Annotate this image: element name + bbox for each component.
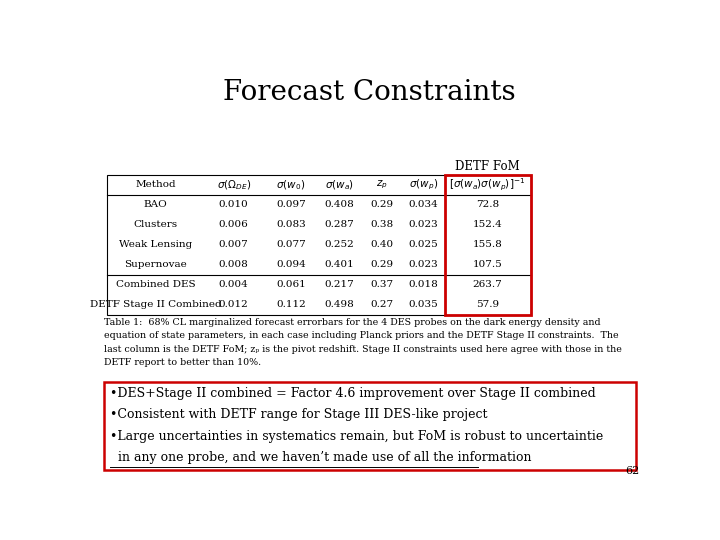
Text: BAO: BAO (144, 200, 168, 210)
Text: 0.112: 0.112 (276, 300, 306, 309)
Text: 0.40: 0.40 (370, 240, 393, 249)
Text: 155.8: 155.8 (473, 240, 503, 249)
Text: 0.401: 0.401 (325, 260, 354, 269)
Text: Method: Method (135, 180, 176, 190)
Text: 0.061: 0.061 (276, 280, 306, 289)
Text: 0.498: 0.498 (325, 300, 354, 309)
Text: 72.8: 72.8 (476, 200, 499, 210)
Text: 0.408: 0.408 (325, 200, 354, 210)
Text: 0.217: 0.217 (325, 280, 354, 289)
Text: 0.37: 0.37 (370, 280, 393, 289)
Text: 0.004: 0.004 (219, 280, 248, 289)
Text: 0.006: 0.006 (219, 220, 248, 230)
Text: 0.025: 0.025 (408, 240, 438, 249)
Text: $\sigma(\Omega_{DE})$: $\sigma(\Omega_{DE})$ (217, 178, 251, 192)
Text: 0.034: 0.034 (408, 200, 438, 210)
Text: 0.29: 0.29 (370, 260, 393, 269)
Text: $\sigma(w_0)$: $\sigma(w_0)$ (276, 178, 305, 192)
Text: $\sigma(w_p)$: $\sigma(w_p)$ (409, 178, 438, 192)
Text: 62: 62 (626, 465, 639, 476)
Text: in any one probe, and we haven’t made use of all the information: in any one probe, and we haven’t made us… (109, 451, 531, 464)
Text: 0.077: 0.077 (276, 240, 306, 249)
Text: 0.083: 0.083 (276, 220, 306, 230)
Text: 0.010: 0.010 (219, 200, 248, 210)
Text: 57.9: 57.9 (476, 300, 499, 309)
Text: $z_p$: $z_p$ (376, 179, 387, 191)
Text: 0.023: 0.023 (408, 260, 438, 269)
Text: Combined DES: Combined DES (116, 280, 195, 289)
Text: 0.252: 0.252 (325, 240, 354, 249)
Text: Weak Lensing: Weak Lensing (119, 240, 192, 249)
Text: 0.012: 0.012 (219, 300, 248, 309)
Text: 0.27: 0.27 (370, 300, 393, 309)
Text: Table 1:  68% CL marginalized forecast errorbars for the 4 DES probes on the dar: Table 1: 68% CL marginalized forecast er… (104, 318, 600, 327)
Text: equation of state parameters, in each case including Planck priors and the DETF : equation of state parameters, in each ca… (104, 332, 618, 340)
Text: 0.094: 0.094 (276, 260, 306, 269)
Text: 0.035: 0.035 (408, 300, 438, 309)
Text: •DES+Stage II combined = Factor 4.6 improvement over Stage II combined: •DES+Stage II combined = Factor 4.6 impr… (109, 387, 595, 400)
Text: 0.29: 0.29 (370, 200, 393, 210)
Text: DETF report to better than 10%.: DETF report to better than 10%. (104, 358, 261, 367)
Text: $\sigma(w_a)$: $\sigma(w_a)$ (325, 178, 354, 192)
Text: 152.4: 152.4 (473, 220, 503, 230)
Text: 263.7: 263.7 (473, 280, 503, 289)
Text: 0.097: 0.097 (276, 200, 306, 210)
Text: 0.287: 0.287 (325, 220, 354, 230)
Text: •Large uncertainties in systematics remain, but FoM is robust to uncertaintie: •Large uncertainties in systematics rema… (109, 430, 603, 443)
Text: last column is the DETF FoM; zₚ is the pivot redshift. Stage II constraints used: last column is the DETF FoM; zₚ is the p… (104, 345, 622, 354)
Text: DETF FoM: DETF FoM (455, 160, 520, 173)
Text: 0.007: 0.007 (219, 240, 248, 249)
Text: $[\sigma(w_a)\sigma(w_p)]^{-1}$: $[\sigma(w_a)\sigma(w_p)]^{-1}$ (449, 177, 526, 193)
Text: Clusters: Clusters (133, 220, 178, 230)
Text: 0.018: 0.018 (408, 280, 438, 289)
Text: DETF Stage II Combined: DETF Stage II Combined (90, 300, 221, 309)
Text: •Consistent with DETF range for Stage III DES-like project: •Consistent with DETF range for Stage II… (109, 408, 487, 421)
Text: 0.38: 0.38 (370, 220, 393, 230)
Text: Forecast Constraints: Forecast Constraints (222, 79, 516, 106)
Text: 0.008: 0.008 (219, 260, 248, 269)
Text: Supernovae: Supernovae (124, 260, 187, 269)
Text: 107.5: 107.5 (473, 260, 503, 269)
Text: 0.023: 0.023 (408, 220, 438, 230)
